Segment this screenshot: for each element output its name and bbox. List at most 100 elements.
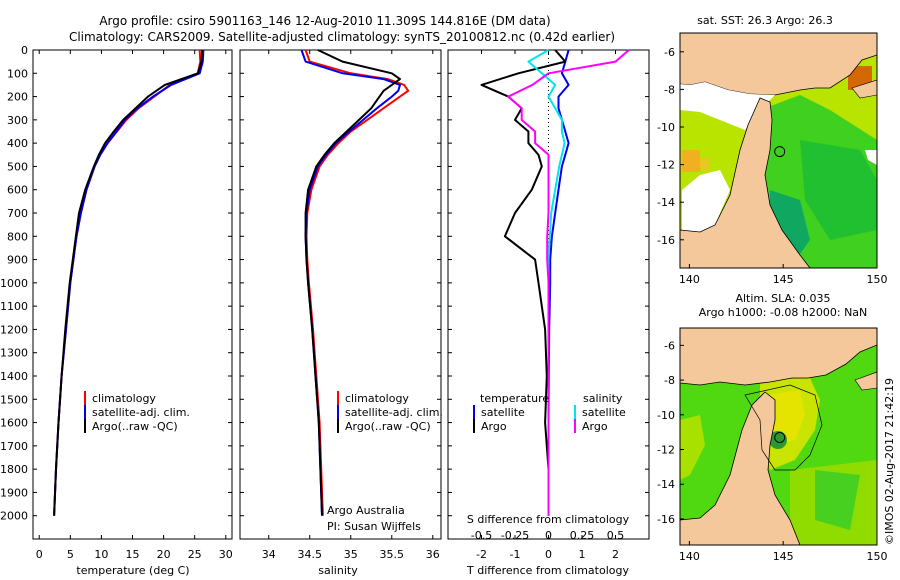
series-line-argo-raw-qc- [304,49,401,516]
sla-map-frame [679,327,878,546]
argo-location-marker [774,146,786,158]
top-x-tick-label: -0.5 [471,529,492,542]
y-tick-label: 1300 [0,347,28,360]
x-tick-label: 34 [262,548,276,561]
legend-label-argo: Argo(..raw -QC) [345,420,431,433]
map-x-tick-label: 140 [679,550,700,563]
sst-map-image [680,33,877,268]
map-y-tick-label: -14 [657,196,675,209]
series-line-temperature-argo [480,49,567,516]
sla-map-title-line1: Altim. SLA: 0.035 [735,292,830,305]
y-tick-label: 400 [7,137,28,150]
top-x-tick-label: -0.25 [501,529,529,542]
y-tick-label: 500 [7,160,28,173]
legend-label-climatology: climatology [92,392,156,405]
top-x-tick-label: 0.25 [570,529,595,542]
y-tick-label: 800 [7,230,28,243]
y-tick-label: 1900 [0,486,28,499]
x-tick-label: 15 [126,548,140,561]
y-tick-label: 900 [7,254,28,267]
temperature-panel-frame [32,49,233,540]
y-tick-label: 300 [7,114,28,127]
legend-label-temp-argo: Argo [481,420,507,433]
salinity-legend: climatology satellite-adj. clim. Argo(..… [327,391,443,533]
map-x-tick-label: 145 [773,550,794,563]
imos-watermark: ©IMOS 02-Aug-2017 21:42:19 [883,378,896,545]
map-y-tick-label: -6 [664,339,675,352]
difference-legend: temperature salinity satellite Argo sate… [467,392,630,526]
legend-label-satellite: satellite-adj. clim. [345,406,443,419]
y-tick-label: 1500 [0,393,28,406]
salinity-panel-frame [239,49,442,540]
y-tick-label: 2000 [0,510,28,523]
map-y-tick-label: -16 [657,513,675,526]
series-line-argo-raw-qc- [53,49,204,516]
map-x-tick-label: 150 [867,550,888,563]
legend-label-temp-satellite: satellite [481,406,525,419]
x-tick-label: 25 [188,548,202,561]
y-tick-label: 1100 [0,300,28,313]
x-tick-label: 2 [612,548,619,561]
temperature-xlabel: temperature (deg C) [76,564,189,577]
series-line-salinity-argo [507,49,630,516]
annotation-pi: PI: Susan Wijffels [327,520,421,533]
sla-map-image [680,328,877,545]
sla-map-title-line2: Argo h1000: -0.08 h2000: NaN [699,306,868,319]
legend-label-argo: Argo(..raw -QC) [92,420,178,433]
map-x-tick-label: 140 [679,273,700,286]
y-tick-label: 700 [7,207,28,220]
legend-label-sal-argo: Argo [582,420,608,433]
x-tick-label: 10 [94,548,108,561]
y-tick-label: 1600 [0,417,28,430]
x-tick-label: 5 [67,548,74,561]
argo-location-marker [774,432,786,443]
map-y-tick-label: -12 [657,444,675,457]
x-tick-label: 30 [219,548,233,561]
x-tick-label: 0 [36,548,43,561]
top-axis-label-s-difference: S difference from climatology [467,513,630,526]
legend-label-climatology: climatology [345,392,409,405]
sst-map-frame [679,32,878,269]
difference-xlabel: T difference from climatology [466,564,629,577]
annotation-argo-australia: Argo Australia [327,504,405,517]
series-line-temperature-satellite [547,49,570,516]
series-line-climatology [53,49,202,516]
temperature-legend: climatology satellite-adj. clim. Argo(..… [84,391,190,433]
x-tick-label: -1 [510,548,521,561]
map-y-tick-label: -8 [664,374,675,387]
x-tick-label: 35.5 [380,548,405,561]
y-tick-label: 1700 [0,440,28,453]
map-x-tick-label: 150 [867,273,888,286]
y-tick-label: 0 [21,44,28,57]
legend-label-satellite: satellite-adj. clim. [92,406,190,419]
x-tick-label: 36 [426,548,440,561]
legend-label-sal-satellite: satellite [582,406,626,419]
y-tick-label: 600 [7,184,28,197]
legend-title-salinity: salinity [583,392,623,405]
figure-title-line1: Argo profile: csiro 5901163_146 12-Aug-2… [99,14,550,28]
figure-title-line2: Climatology: CARS2009. Satellite-adjuste… [69,30,615,44]
map-y-tick-label: -14 [657,478,675,491]
map-y-tick-label: -8 [664,83,675,96]
map-y-tick-label: -12 [657,159,675,172]
series-line-satellite-adj-clim- [53,49,205,516]
y-tick-label: 1000 [0,277,28,290]
x-tick-label: 34.5 [297,548,322,561]
series-line-climatology [304,49,410,516]
x-tick-label: 1 [579,548,586,561]
x-tick-label: -2 [476,548,487,561]
salinity-xlabel: salinity [318,564,358,577]
y-tick-label: 1800 [0,463,28,476]
x-tick-label: 0 [545,548,552,561]
legend-title-temperature: temperature [480,392,549,405]
map-x-tick-label: 145 [773,273,794,286]
x-tick-label: 20 [157,548,171,561]
y-tick-label: 1400 [0,370,28,383]
map-y-tick-label: -10 [657,121,675,134]
top-x-tick-label: 0.5 [607,529,625,542]
top-x-tick-label: 0 [545,529,552,542]
y-tick-label: 200 [7,91,28,104]
x-tick-label: 35 [344,548,358,561]
series-line-satellite-adj-clim- [300,49,401,516]
